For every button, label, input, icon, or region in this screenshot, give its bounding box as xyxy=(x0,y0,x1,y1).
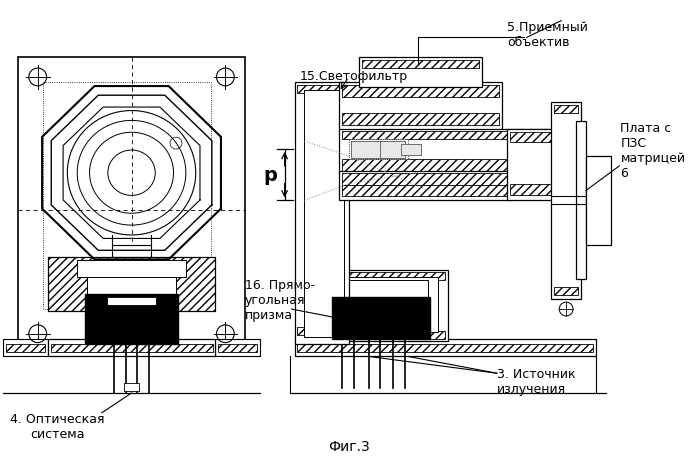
Bar xyxy=(216,339,260,357)
Bar xyxy=(6,344,45,352)
Bar xyxy=(507,129,554,200)
Bar xyxy=(124,383,139,391)
Text: 15.Светофильтр: 15.Светофильтр xyxy=(300,70,407,83)
Bar xyxy=(339,82,502,131)
Bar xyxy=(107,297,156,305)
Bar xyxy=(554,287,578,295)
Bar xyxy=(295,82,349,344)
Bar xyxy=(317,331,444,339)
Bar xyxy=(48,257,216,311)
Bar xyxy=(339,171,512,200)
Bar xyxy=(342,131,553,139)
Bar xyxy=(218,344,257,352)
Bar xyxy=(351,141,386,158)
Bar xyxy=(85,294,178,344)
Bar xyxy=(334,280,428,298)
Bar xyxy=(349,139,389,159)
Bar xyxy=(586,156,610,245)
Bar xyxy=(342,85,499,97)
Bar xyxy=(298,85,346,93)
Bar xyxy=(48,339,216,357)
Bar xyxy=(304,90,344,337)
Bar xyxy=(18,57,245,353)
Bar xyxy=(379,139,408,159)
Bar xyxy=(362,60,480,68)
Bar xyxy=(576,121,586,279)
Bar xyxy=(552,102,581,299)
Text: Плата с
ПЗС
матрицей
6: Плата с ПЗС матрицей 6 xyxy=(620,122,685,180)
Bar xyxy=(43,82,211,309)
Text: 5.Приемный
объектив: 5.Приемный объектив xyxy=(507,20,588,49)
Bar xyxy=(342,159,553,171)
Bar xyxy=(317,272,444,280)
Bar xyxy=(342,173,509,185)
Bar xyxy=(87,278,176,295)
Bar xyxy=(295,339,596,357)
Bar xyxy=(48,257,216,311)
Bar xyxy=(554,105,578,113)
Text: р: р xyxy=(263,166,276,185)
Bar xyxy=(380,141,405,158)
Text: 3. Источник
излучения: 3. Источник излучения xyxy=(497,368,575,396)
Text: 4. Оптическая
система: 4. Оптическая система xyxy=(10,413,105,441)
Bar xyxy=(342,185,509,196)
Text: 16. Прямо-
угольная
призма: 16. Прямо- угольная призма xyxy=(245,279,315,322)
Bar xyxy=(510,184,552,195)
Bar xyxy=(50,344,213,352)
Bar xyxy=(401,144,421,155)
Bar xyxy=(510,132,552,142)
Text: Фиг.3: Фиг.3 xyxy=(328,440,370,454)
Bar xyxy=(332,297,430,339)
Bar xyxy=(4,339,48,357)
Bar xyxy=(298,327,346,335)
Bar xyxy=(298,344,593,352)
Bar xyxy=(314,270,447,341)
Bar xyxy=(77,259,186,278)
Bar xyxy=(324,278,438,332)
Bar xyxy=(339,129,556,174)
Bar xyxy=(342,113,499,126)
Bar xyxy=(112,245,151,257)
Bar xyxy=(358,57,482,87)
